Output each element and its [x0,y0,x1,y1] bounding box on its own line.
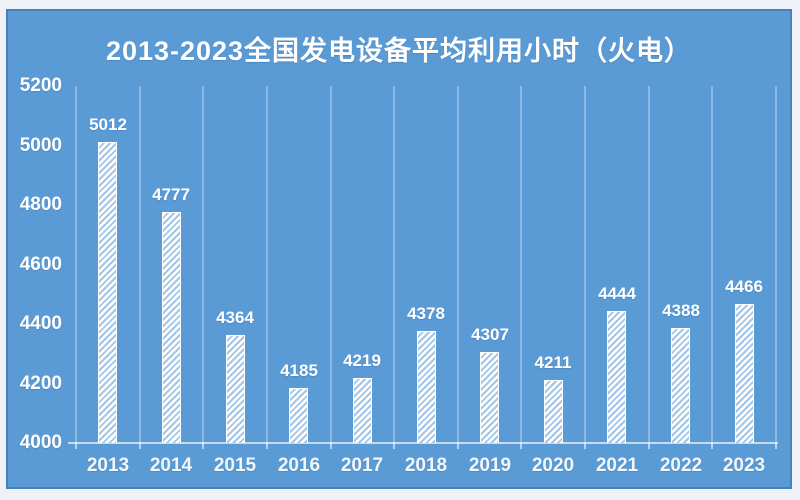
y-axis-label: 5200 [19,75,62,96]
bar-value-label: 4364 [216,308,254,327]
axis-tick [330,443,332,449]
gridline [457,86,459,443]
axis-tick [393,443,395,449]
bar-value-label: 4444 [598,284,636,303]
gridline [648,86,650,443]
bar [162,212,181,443]
axis-tick [648,443,650,449]
bar [98,142,117,443]
x-axis-label: 2021 [595,455,639,476]
gridline [330,86,332,443]
gridline [775,86,777,443]
chart-title: 2013-2023全国发电设备平均利用小时（火电） [105,36,693,66]
bar [671,328,690,443]
gridline [711,86,713,443]
x-axis-label: 2020 [531,455,575,476]
y-axis-label: 4800 [19,194,62,215]
axis-tick [139,443,141,449]
axis-tick [775,443,777,449]
bar [289,388,308,443]
bar [607,311,626,443]
y-axis-label: 4000 [19,432,62,453]
axis-tick [520,443,522,449]
bar-value-label: 4388 [662,301,700,320]
gridline [520,86,522,443]
bar [353,378,372,443]
x-axis-label: 2022 [659,455,703,476]
gridline [139,86,141,443]
x-axis-label: 2019 [468,455,512,476]
y-axis-label: 4600 [19,254,62,275]
axis-tick [266,443,268,449]
gridline [393,86,395,443]
axis-tick [584,443,586,449]
gridline [266,86,268,443]
x-axis-label: 2018 [404,455,448,476]
y-axis-label: 4200 [19,373,62,394]
bar [417,331,436,443]
axis-tick [457,443,459,449]
x-axis-label: 2015 [213,455,257,476]
axis-tick [75,443,77,449]
bar-value-label: 4378 [407,304,445,323]
x-axis-label: 2023 [722,455,766,476]
chart-panel: 2013-2023全国发电设备平均利用小时（火电） 5200 5000 4800 46… [6,9,792,489]
bar [226,335,245,443]
x-axis-line [68,442,778,444]
bar-value-label: 4219 [343,351,381,370]
bar-value-label: 4466 [725,277,763,296]
y-axis-label: 4400 [19,313,62,334]
bar-value-label: 4211 [534,353,572,372]
gridline [202,86,204,443]
x-axis-label: 2016 [277,455,321,476]
gridline [584,86,586,443]
x-axis-label: 2017 [340,455,384,476]
y-axis-label: 5000 [19,135,62,156]
plot-area: 5012 4777 4364 4185 4219 4378 4307 4211 4444 4388… [68,86,778,449]
axis-tick [202,443,204,449]
axis-tick [711,443,713,449]
x-axis-label: 2013 [86,455,130,476]
bar [480,352,499,443]
bar-value-label: 5012 [89,115,127,134]
bar [544,380,563,443]
bar [735,304,754,443]
x-axis-label: 2014 [149,455,193,476]
gridline [75,86,77,443]
bar-value-label: 4307 [471,325,509,344]
bar-value-label: 4185 [280,361,318,380]
bar-value-label: 4777 [152,185,190,204]
